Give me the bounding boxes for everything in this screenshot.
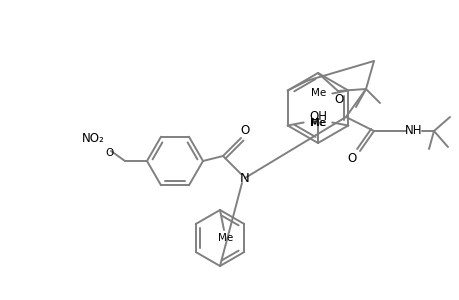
Text: OH: OH — [308, 110, 326, 124]
Text: O: O — [347, 152, 356, 166]
Text: Me: Me — [310, 118, 325, 128]
Text: O: O — [334, 92, 343, 106]
Text: Me: Me — [309, 118, 324, 128]
Text: O: O — [240, 124, 249, 136]
Text: O: O — [106, 148, 114, 158]
Text: NO₂: NO₂ — [81, 133, 104, 146]
Text: Me: Me — [310, 88, 325, 98]
Text: N: N — [240, 172, 249, 184]
Text: NH: NH — [404, 124, 422, 137]
Text: Me: Me — [218, 233, 233, 243]
